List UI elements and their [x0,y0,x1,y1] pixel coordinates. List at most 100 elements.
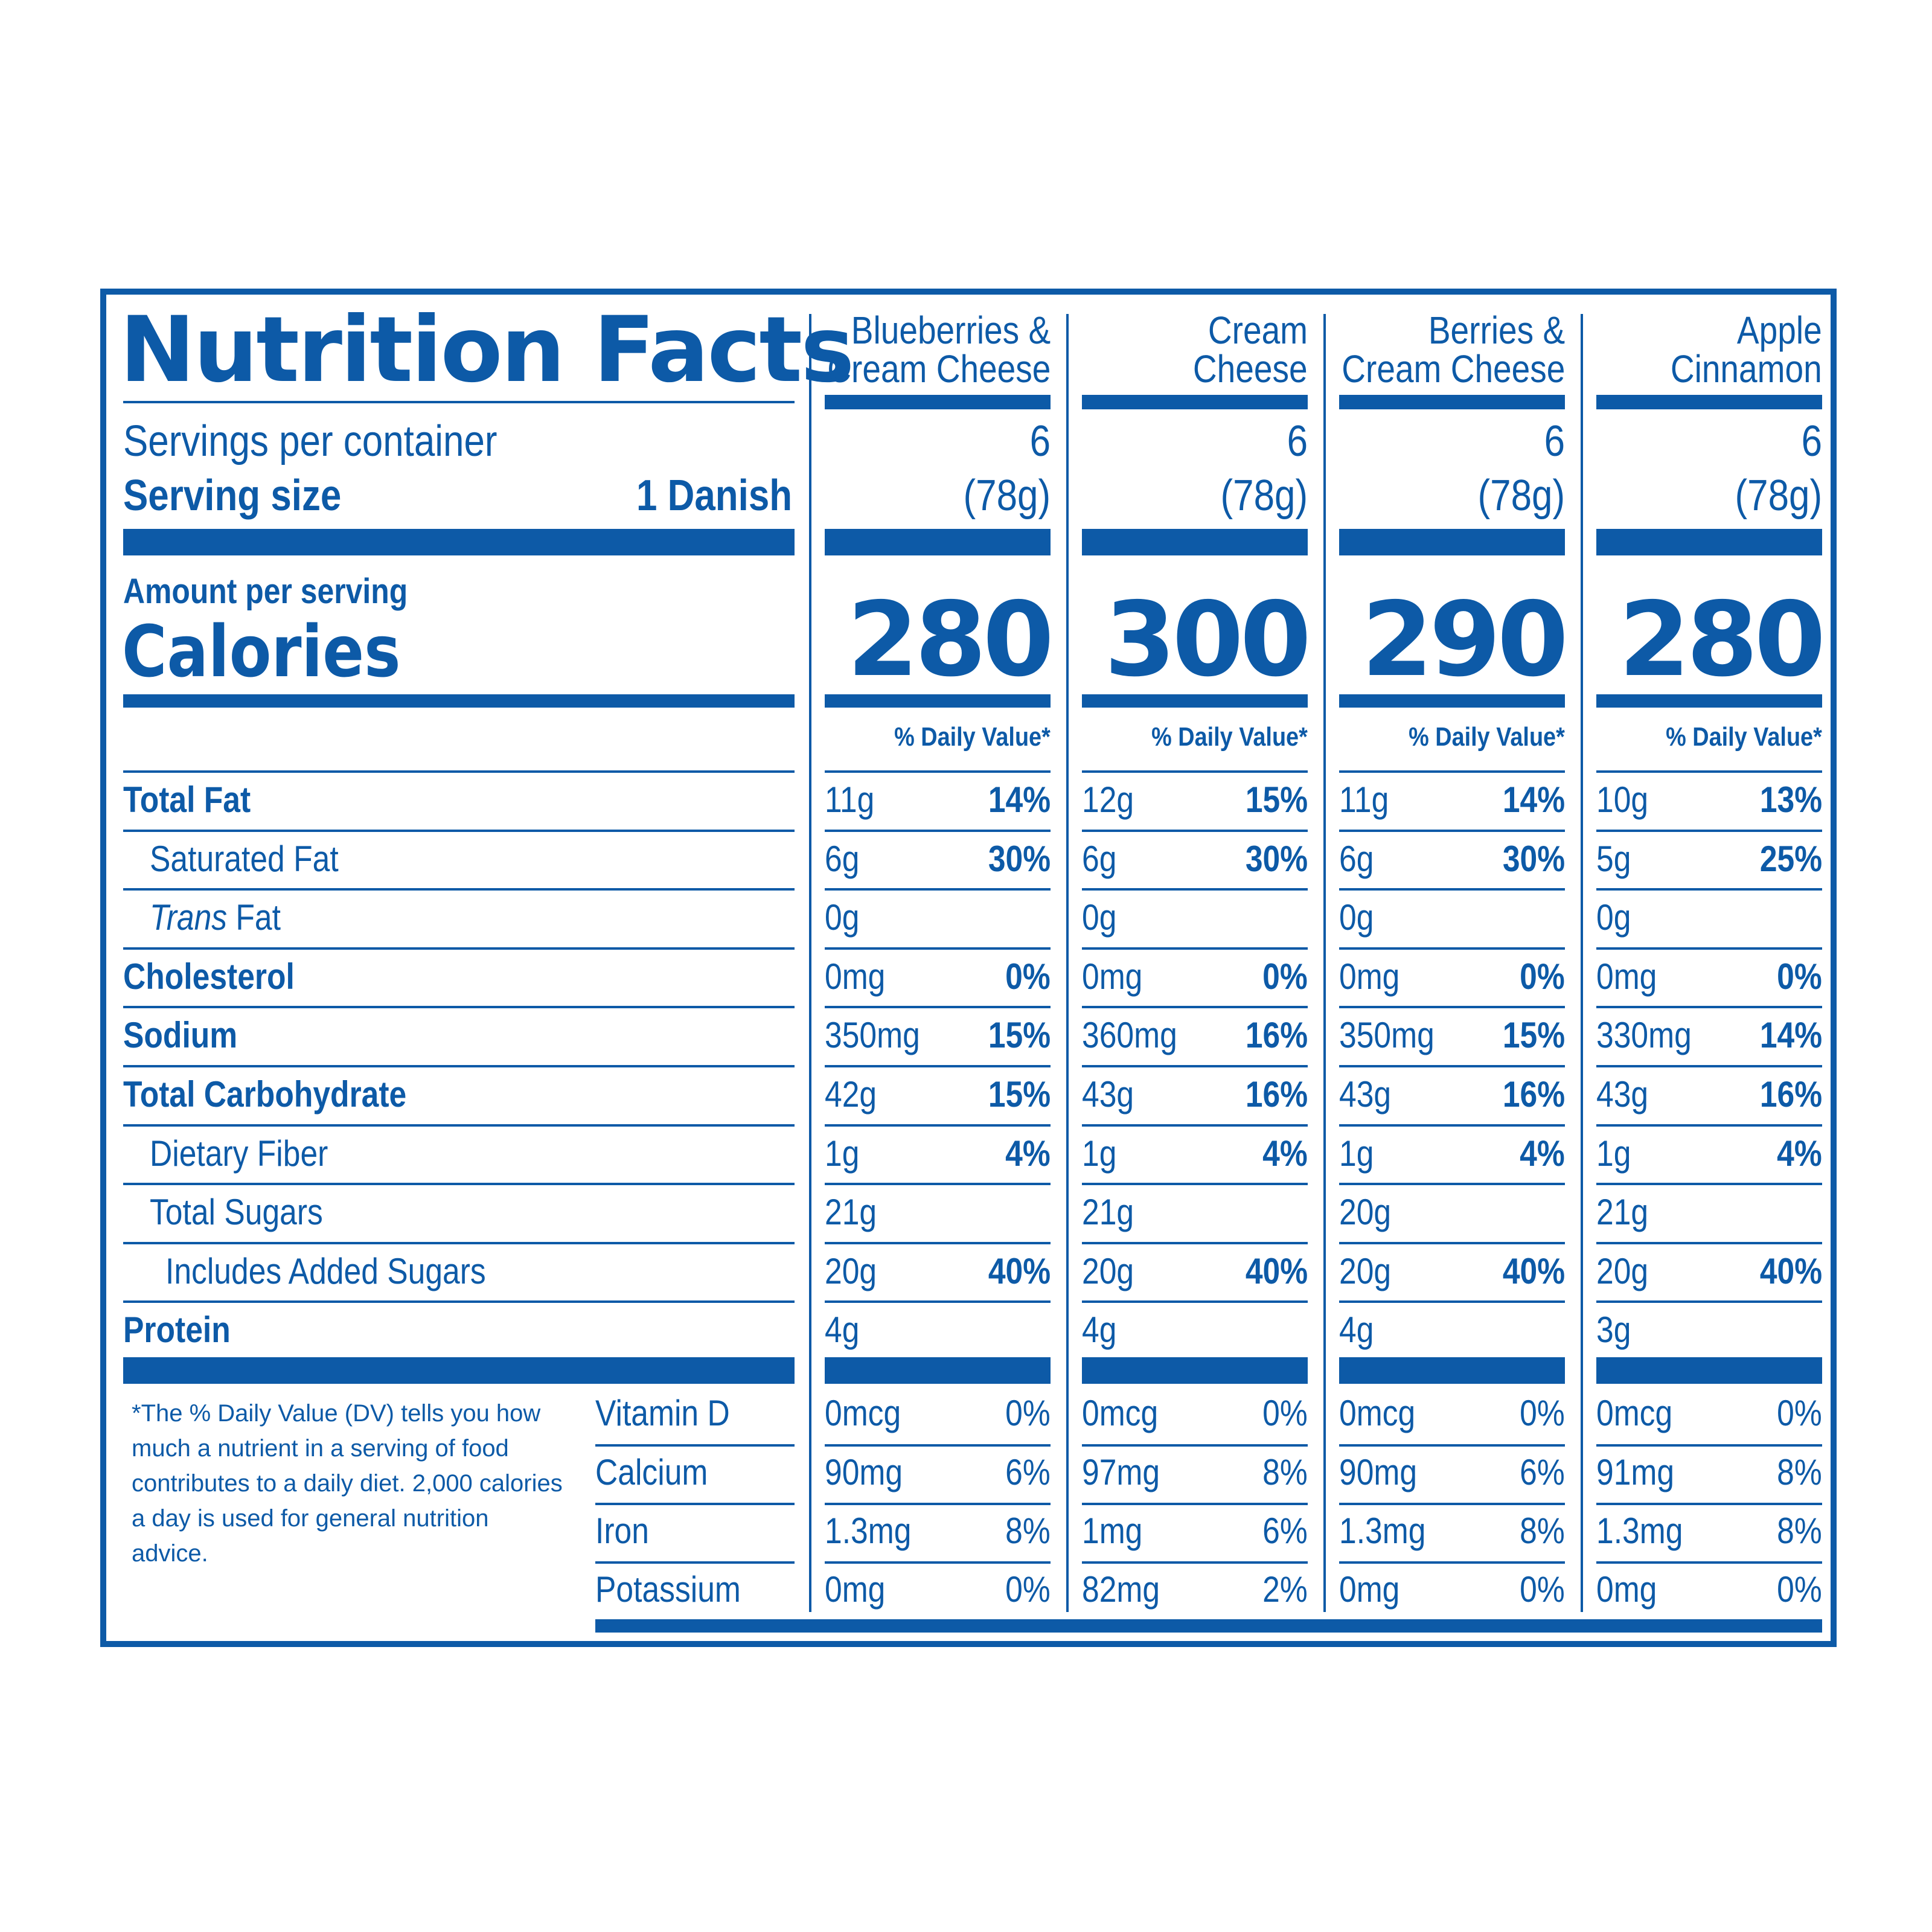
product-3-added-sugars-dv: 40% [1502,1251,1565,1291]
product-4-dietary-fiber-dv: 4% [1777,1133,1822,1174]
product-3-protein-amount: 4g [1339,1310,1374,1350]
product-3-daily-value-header: % Daily Value* [1409,722,1565,752]
product-1-calories: 280 [847,580,1054,700]
product-2-dietary-fiber-amount: 1g [1082,1133,1117,1174]
product-2-cholesterol-amount: 0mg [1082,956,1143,997]
product-4-name-line2: Cinnamon [1671,347,1822,391]
serving-size-bar [123,529,795,555]
product-1-name-bar [825,395,1051,409]
product-1-total-carbohydrate-amount: 42g [825,1074,877,1115]
row-rule-cholesterol [123,947,795,950]
product-3-total-sugars-amount: 20g [1339,1192,1392,1232]
product-1-cholesterol-dv: 0% [1005,956,1051,997]
product-2-calcium-amount: 97mg [1082,1452,1160,1492]
amount-per-serving-label: Amount per serving [123,572,408,611]
product-3-vit-rule-iron [1339,1561,1565,1564]
product-3-rule-trans_fat [1339,888,1565,891]
product-1-calcium-dv: 6% [1005,1452,1051,1492]
product-1-total-sugars-amount: 21g [825,1192,877,1232]
product-1-rule-protein [825,1300,1051,1303]
product-3-rule-total_carbohydrate [1339,1065,1565,1067]
product-1-vit-rule-vitamin_d [825,1444,1051,1447]
saturated-fat-label: Saturated Fat [150,839,339,879]
row-rule-protein [123,1300,795,1303]
product-2-protein-bar [1082,1357,1308,1384]
product-4-vitamin-d-dv: 0% [1777,1393,1822,1433]
nutrition-label-frame [100,289,1837,1647]
product-3-dietary-fiber-amount: 1g [1339,1133,1374,1174]
total-sugars-label: Total Sugars [150,1192,323,1232]
product-2-iron-amount: 1mg [1082,1511,1143,1551]
product-2-name-bar [1082,395,1308,409]
product-4-calories: 280 [1619,580,1826,700]
product-3-rule-total_fat [1339,770,1565,773]
product-2-vit-rule-calcium [1082,1503,1308,1505]
product-3-rule-saturated_fat [1339,830,1565,832]
product-3-sodium-amount: 350mg [1339,1015,1435,1055]
product-4-dietary-fiber-amount: 1g [1596,1133,1631,1174]
product-3-rule-protein [1339,1300,1565,1303]
product-1-protein-amount: 4g [825,1310,860,1350]
product-3-vitamin-d-amount: 0mcg [1339,1393,1416,1433]
product-1-daily-value-header: % Daily Value* [894,722,1051,752]
product-4-saturated-fat-dv: 25% [1759,839,1822,879]
cholesterol-label: Cholesterol [123,956,295,997]
serving-size-label: Serving size [123,472,342,520]
product-2-potassium-amount: 82mg [1082,1569,1160,1610]
iron-label: Iron [595,1511,649,1551]
product-3-added-sugars-amount: 20g [1339,1251,1392,1291]
product-4-total-carbohydrate-dv: 16% [1759,1074,1822,1115]
product-4-rule-total_carbohydrate [1596,1065,1822,1067]
product-3-cholesterol-amount: 0mg [1339,956,1400,997]
product-3-total-carbohydrate-dv: 16% [1502,1074,1565,1115]
product-2-calories: 300 [1104,580,1311,700]
protein-label: Protein [123,1310,231,1350]
product-2-name-line1: Cream [1208,309,1308,352]
product-4-serving-size: (78g) [1735,472,1822,520]
product-1-sodium-dv: 15% [988,1015,1051,1055]
product-4-rule-dietary_fiber [1596,1124,1822,1127]
column-divider-3 [1323,314,1326,1612]
product-1-dietary-fiber-dv: 4% [1005,1133,1051,1174]
product-4-added-sugars-amount: 20g [1596,1251,1649,1291]
product-3-serving-bar [1339,529,1565,555]
product-4-protein-bar [1596,1357,1822,1384]
product-2-protein-amount: 4g [1082,1310,1117,1350]
product-2-rule-trans_fat [1082,888,1308,891]
product-3-vit-rule-calcium [1339,1503,1565,1505]
product-3-name-bar [1339,395,1565,409]
product-1-sodium-amount: 350mg [825,1015,920,1055]
product-3-potassium-dv: 0% [1520,1569,1565,1610]
product-4-vit-rule-calcium [1596,1503,1822,1505]
product-1-vit-rule-iron [825,1561,1051,1564]
product-1-potassium-amount: 0mg [825,1569,886,1610]
product-2-rule-cholesterol [1082,947,1308,950]
product-3-rule-total_sugars [1339,1183,1565,1185]
product-4-vitamin-d-amount: 0mcg [1596,1393,1673,1433]
product-4-name-bar [1596,395,1822,409]
product-4-name-line1: Apple [1737,309,1822,352]
product-1-rule-dietary_fiber [825,1124,1051,1127]
product-3-sodium-dv: 15% [1502,1015,1565,1055]
product-1-protein-bar [825,1357,1051,1384]
row-rule-total_sugars [123,1183,795,1185]
product-4-rule-total_sugars [1596,1183,1822,1185]
product-2-rule-protein [1082,1300,1308,1303]
vitamin-d-label: Vitamin D [595,1393,730,1433]
product-3-calories-bar [1339,694,1565,708]
product-2-total-fat-dv: 15% [1245,779,1308,820]
product-4-rule-protein [1596,1300,1822,1303]
product-1-dietary-fiber-amount: 1g [825,1133,860,1174]
product-1-rule-total_carbohydrate [825,1065,1051,1067]
product-1-iron-dv: 8% [1005,1511,1051,1551]
product-1-cholesterol-amount: 0mg [825,956,886,997]
product-4-iron-dv: 8% [1777,1511,1822,1551]
row-rule-total_carbohydrate [123,1065,795,1067]
product-3-total-fat-dv: 14% [1502,779,1565,820]
product-4-rule-trans_fat [1596,888,1822,891]
product-4-saturated-fat-amount: 5g [1596,839,1631,879]
product-4-potassium-amount: 0mg [1596,1569,1657,1610]
product-1-rule-trans_fat [825,888,1051,891]
product-3-calories: 290 [1361,580,1569,700]
dietary-fiber-label: Dietary Fiber [150,1133,328,1174]
